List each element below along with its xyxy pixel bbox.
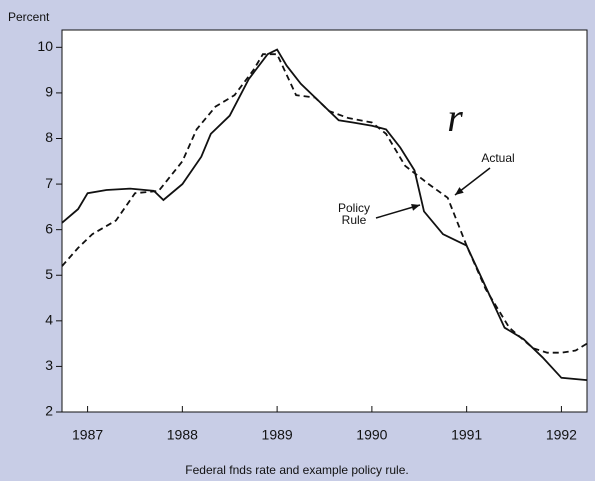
- y-tick-label: 10: [37, 38, 53, 54]
- y-tick-label: 7: [45, 175, 53, 191]
- y-tick-label: 4: [45, 312, 53, 328]
- annotation: r: [447, 95, 463, 140]
- x-tick-label: 1989: [262, 427, 293, 443]
- x-tick-label: 1987: [72, 427, 103, 443]
- arrow-head: [411, 203, 420, 211]
- series-line: [61, 53, 588, 354]
- x-tick-label: 1992: [546, 427, 577, 443]
- arrow-head: [455, 187, 464, 195]
- x-tick-label: 1991: [451, 427, 482, 443]
- y-axis-label: Percent: [8, 10, 50, 24]
- y-tick-label: 2: [45, 403, 53, 419]
- x-tick-label: 1988: [167, 427, 198, 443]
- caption: Federal fnds rate and example policy rul…: [185, 463, 408, 477]
- y-tick-label: 3: [45, 357, 53, 373]
- policy-rule-label: Policy Rule: [337, 201, 370, 227]
- actual-label: Actual: [481, 151, 515, 165]
- plot-area: [61, 29, 588, 413]
- x-tick-label: 1990: [356, 427, 387, 443]
- y-tick-label: 6: [45, 220, 53, 236]
- y-tick-label: 8: [45, 129, 53, 145]
- y-tick-label: 9: [45, 84, 53, 100]
- series-line: [61, 48, 588, 381]
- y-tick-label: 5: [45, 266, 53, 282]
